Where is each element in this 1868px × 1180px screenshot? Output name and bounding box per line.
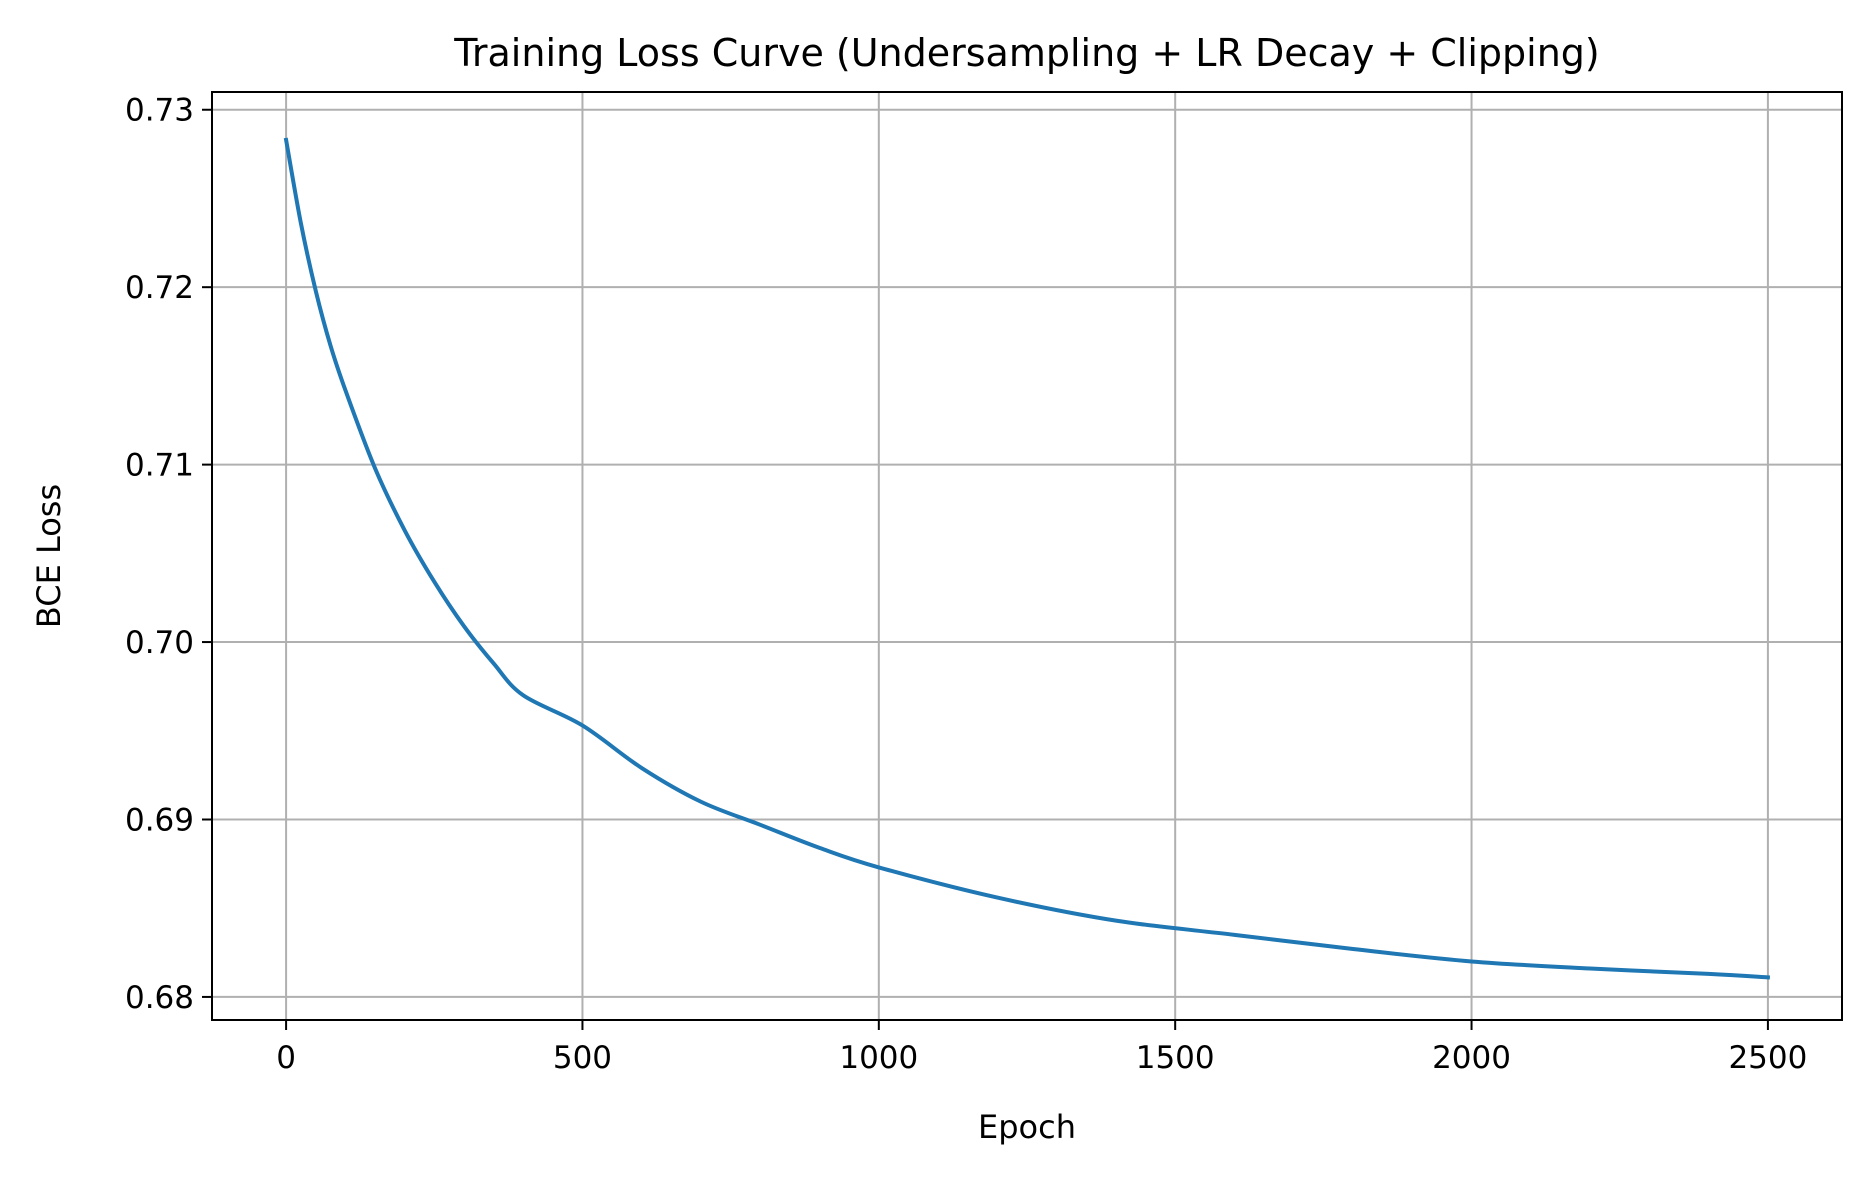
chart-title: Training Loss Curve (Undersampling + LR … <box>453 31 1599 75</box>
series-line-0 <box>283 137 1771 980</box>
x-tick-label: 1500 <box>1136 1040 1215 1076</box>
y-tick-label: 0.70 <box>125 625 194 661</box>
y-tick-label: 0.68 <box>125 980 194 1016</box>
y-tick-label: 0.72 <box>125 270 194 306</box>
x-tick-label: 1000 <box>839 1040 918 1076</box>
x-tick-label: 500 <box>553 1040 612 1076</box>
y-axis-label: BCE Loss <box>30 484 68 628</box>
y-tick-label: 0.71 <box>125 448 194 484</box>
x-tick-label: 2000 <box>1432 1040 1511 1076</box>
x-axis-label: Epoch <box>978 1108 1076 1146</box>
series-layer <box>283 137 1771 980</box>
plot-frame <box>211 91 1843 1021</box>
x-tick-label: 0 <box>276 1040 296 1076</box>
x-axis-ticks: 0 500 1000 1500 2000 2500 <box>276 1020 1807 1076</box>
grid-lines <box>212 92 1842 1020</box>
y-tick-label: 0.69 <box>125 802 194 838</box>
y-axis-ticks: 0.68 0.69 0.70 0.71 0.72 0.73 <box>125 93 212 1016</box>
x-tick-label: 2500 <box>1728 1040 1807 1076</box>
y-tick-label: 0.73 <box>125 93 194 129</box>
